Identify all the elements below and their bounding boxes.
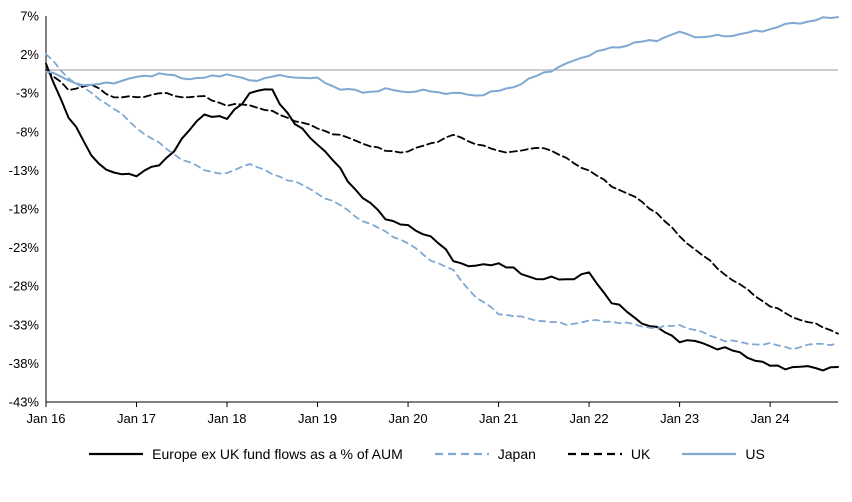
series-line-uk xyxy=(45,69,839,335)
y-tick-label: -23% xyxy=(9,240,40,255)
x-tick-label: Jan 17 xyxy=(117,411,156,426)
y-tick-label: -43% xyxy=(9,395,40,410)
legend-label: Japan xyxy=(497,446,536,462)
x-tick-label: Jan 22 xyxy=(570,411,609,426)
legend-item-us: US xyxy=(680,446,765,462)
x-tick-label: Jan 24 xyxy=(751,411,790,426)
series-line-europe-ex-uk-fund-flows-as-a-of-aum xyxy=(45,62,839,372)
y-tick-label: -8% xyxy=(16,124,40,139)
x-tick-label: Jan 21 xyxy=(479,411,518,426)
legend-item-japan: Japan xyxy=(433,446,536,462)
y-tick-label: -38% xyxy=(9,356,40,371)
y-tick-label: -18% xyxy=(9,202,40,217)
legend-label: UK xyxy=(630,446,651,462)
series-line-us xyxy=(45,16,839,97)
legend-line-sample xyxy=(89,452,144,456)
legend-line-sample xyxy=(682,452,737,456)
legend-item-uk: UK xyxy=(566,446,650,462)
series-line-japan xyxy=(45,53,839,351)
x-tick-label: Jan 19 xyxy=(298,411,337,426)
legend-item-europe-ex-uk-fund-flows-as-a-of-aum: Europe ex UK fund flows as a % of AUM xyxy=(87,446,403,462)
y-tick-label: -13% xyxy=(9,163,40,178)
legend-line-sample xyxy=(567,452,622,456)
legend-label: Europe ex UK fund flows as a % of AUM xyxy=(152,446,403,462)
y-tick-label: -3% xyxy=(16,86,40,101)
y-tick-label: -28% xyxy=(9,279,40,294)
y-tick-label: -33% xyxy=(9,317,40,332)
x-tick-label: Jan 18 xyxy=(208,411,247,426)
legend-label: US xyxy=(745,446,765,462)
y-tick-label: 2% xyxy=(20,47,39,62)
x-tick-label: Jan 20 xyxy=(389,411,428,426)
x-tick-label: Jan 16 xyxy=(26,411,65,426)
y-tick-label: 7% xyxy=(20,9,39,24)
fund-flows-chart: 7%2%-3%-8%-13%-18%-23%-28%-33%-38%-43%Ja… xyxy=(9,9,839,426)
legend-line-sample xyxy=(434,452,489,456)
x-tick-label: Jan 23 xyxy=(660,411,699,426)
chart-legend: Europe ex UK fund flows as a % of AUM Jap… xyxy=(0,446,852,462)
